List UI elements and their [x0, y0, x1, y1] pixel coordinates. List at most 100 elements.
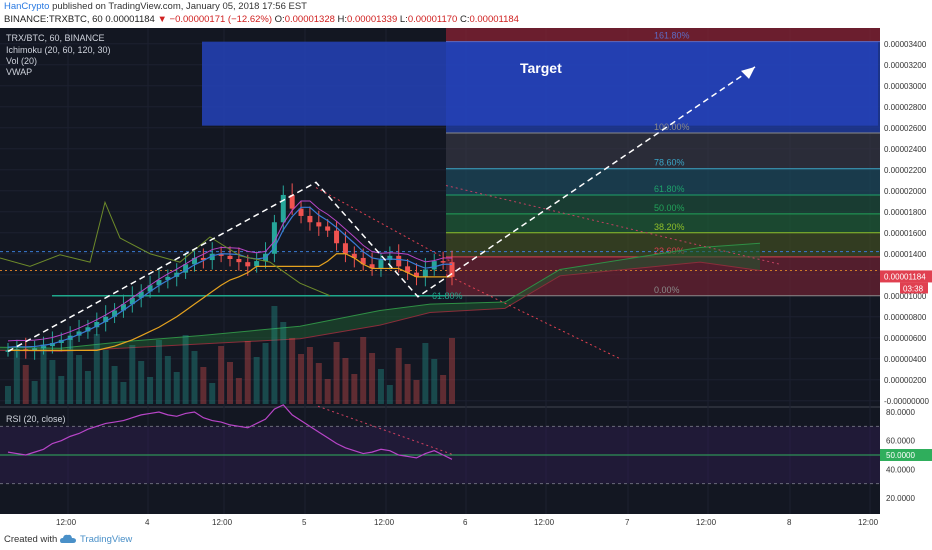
volume-bar [306, 347, 313, 404]
candle [369, 264, 375, 269]
time-tick: 12:00 [374, 518, 395, 527]
volume-bar [253, 357, 260, 404]
volume-bar [413, 380, 420, 404]
rsi-tick: 40.0000 [886, 465, 915, 474]
volume-bar [84, 371, 91, 404]
author-link[interactable]: HanCrypto [4, 1, 50, 12]
candle [307, 215, 313, 223]
price-chart[interactable]: Target161.80%100.00%78.60%61.80%50.00%38… [0, 28, 932, 530]
fib-zone [446, 213, 880, 233]
high-value: 0.00001339 [347, 14, 398, 25]
candle [378, 260, 384, 269]
price-tick: 0.00001000 [884, 292, 927, 301]
price-tick: 0.00001400 [884, 250, 927, 259]
price-tick: 0.00003200 [884, 61, 927, 70]
candle [94, 322, 100, 328]
rsi-tick: 20.0000 [886, 494, 915, 503]
candle [334, 230, 340, 244]
candle [103, 316, 109, 322]
volume-bar [200, 367, 207, 404]
volume-bar [333, 342, 340, 404]
volume-bar [244, 341, 251, 404]
candle [387, 255, 393, 261]
candle [112, 310, 118, 317]
candle [396, 255, 402, 267]
support-label: 61.80% [432, 291, 463, 301]
volume-bar [138, 361, 145, 404]
countdown-badge [900, 282, 928, 294]
chikou-line [0, 200, 331, 297]
volume-bar [227, 362, 233, 404]
fib-zone [446, 168, 880, 195]
price-tick: 0.00000400 [884, 355, 927, 364]
volume-bar [67, 339, 74, 404]
price-tick: 0.00002000 [884, 187, 927, 196]
candle [422, 269, 428, 277]
volume-bar [369, 353, 376, 404]
volume-bar [164, 356, 171, 404]
symbol-label: BINANCE:TRXBTC, 60 [4, 14, 103, 25]
fib-label: 61.80% [654, 184, 685, 194]
candle [413, 272, 419, 277]
price-tick: 0.00003000 [884, 82, 927, 91]
candle [316, 222, 322, 227]
candle [351, 253, 357, 258]
footer: Created with TradingView [0, 530, 932, 550]
price-tick: 0.00002600 [884, 124, 927, 133]
time-axis-bg [0, 514, 880, 530]
fib-label: 0.00% [654, 285, 680, 295]
volume-bar [49, 360, 56, 404]
volume-bar [298, 354, 305, 404]
price-tick: 0.00001600 [884, 229, 927, 238]
volume-bar [440, 375, 447, 404]
tradingview-cloud-icon [60, 534, 76, 543]
tradingview-brand[interactable]: TradingView [80, 534, 133, 545]
price-tick: -0.00000000 [884, 397, 929, 406]
time-tick: 5 [302, 518, 307, 527]
ohlc-line: BINANCE:TRXBTC, 60 0.00001184 ▼ −0.00000… [4, 14, 519, 25]
candle [183, 264, 189, 273]
candle [191, 257, 197, 265]
candle [174, 272, 180, 277]
candle [138, 291, 144, 298]
rsi-current-label: 50.0000 [886, 451, 915, 460]
rsi-trend-line [317, 405, 455, 456]
fib-zone [446, 133, 880, 169]
candle [120, 304, 126, 311]
candle [32, 348, 38, 351]
volume-bar [31, 381, 38, 404]
publish-info: published on TradingView.com, January 05… [52, 1, 307, 12]
candle [165, 276, 171, 280]
volume-bar [111, 366, 118, 404]
volume-bar [40, 344, 47, 404]
low-label: L: [399, 14, 408, 25]
volume-bar [102, 350, 109, 404]
volume-bar [182, 335, 189, 404]
time-tick: 7 [625, 518, 630, 527]
volume-bar [271, 306, 278, 404]
legend-indicator: VWAP [6, 67, 32, 77]
current-price-label: 0.00001184 [884, 272, 926, 281]
candle [440, 261, 446, 263]
volume-bar [324, 379, 331, 404]
volume-bar [280, 322, 287, 404]
time-tick: 4 [145, 518, 150, 527]
volume-bar [235, 378, 242, 404]
volume-bar [386, 385, 393, 404]
volume-bar [431, 359, 438, 404]
time-tick: 12:00 [858, 518, 879, 527]
countdown-label: 03:38 [903, 284, 924, 293]
candle [325, 226, 331, 231]
rsi-pane-bg [0, 408, 880, 514]
candle [449, 262, 455, 277]
volume-bar [173, 372, 180, 404]
volume-bar [351, 374, 358, 404]
rsi-tick: 80.0000 [886, 408, 915, 417]
volume-bar [218, 346, 225, 404]
volume-bar [120, 382, 127, 404]
price-tick: 0.00000200 [884, 376, 927, 385]
high-label: H: [337, 14, 348, 25]
candle [129, 297, 135, 305]
price-tick: 0.00000600 [884, 334, 927, 343]
candle [405, 266, 411, 273]
